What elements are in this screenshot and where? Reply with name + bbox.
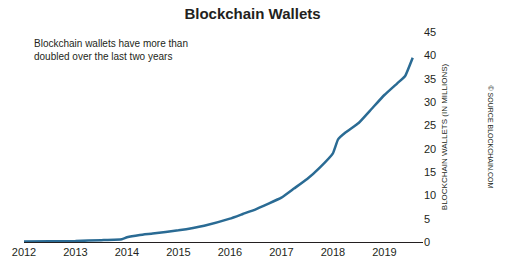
- svg-text:Blockchain Wallets: Blockchain Wallets: [184, 5, 320, 22]
- svg-text:5: 5: [424, 213, 430, 225]
- svg-text:2015: 2015: [166, 246, 190, 258]
- svg-text:2013: 2013: [63, 246, 87, 258]
- svg-text:45: 45: [424, 26, 436, 38]
- svg-text:0: 0: [424, 236, 430, 248]
- svg-text:10: 10: [424, 189, 436, 201]
- svg-text:2014: 2014: [115, 246, 139, 258]
- svg-text:Blockchain wallets have more t: Blockchain wallets have more thandoubled…: [34, 38, 188, 62]
- svg-text:2018: 2018: [321, 246, 345, 258]
- svg-text:2012: 2012: [12, 246, 36, 258]
- svg-text:2017: 2017: [269, 246, 293, 258]
- svg-text:15: 15: [424, 166, 436, 178]
- svg-text:40: 40: [424, 49, 436, 61]
- svg-text:35: 35: [424, 73, 436, 85]
- svg-text:20: 20: [424, 143, 436, 155]
- svg-text:25: 25: [424, 119, 436, 131]
- svg-text:© SOURCE BLOCKCHAIN.COM: © SOURCE BLOCKCHAIN.COM: [487, 86, 494, 189]
- svg-text:2016: 2016: [218, 246, 242, 258]
- svg-text:30: 30: [424, 96, 436, 108]
- svg-text:BLOCKCHAIN WALLETS (IN MILLION: BLOCKCHAIN WALLETS (IN MILLIONS): [440, 63, 449, 210]
- svg-text:2019: 2019: [372, 246, 396, 258]
